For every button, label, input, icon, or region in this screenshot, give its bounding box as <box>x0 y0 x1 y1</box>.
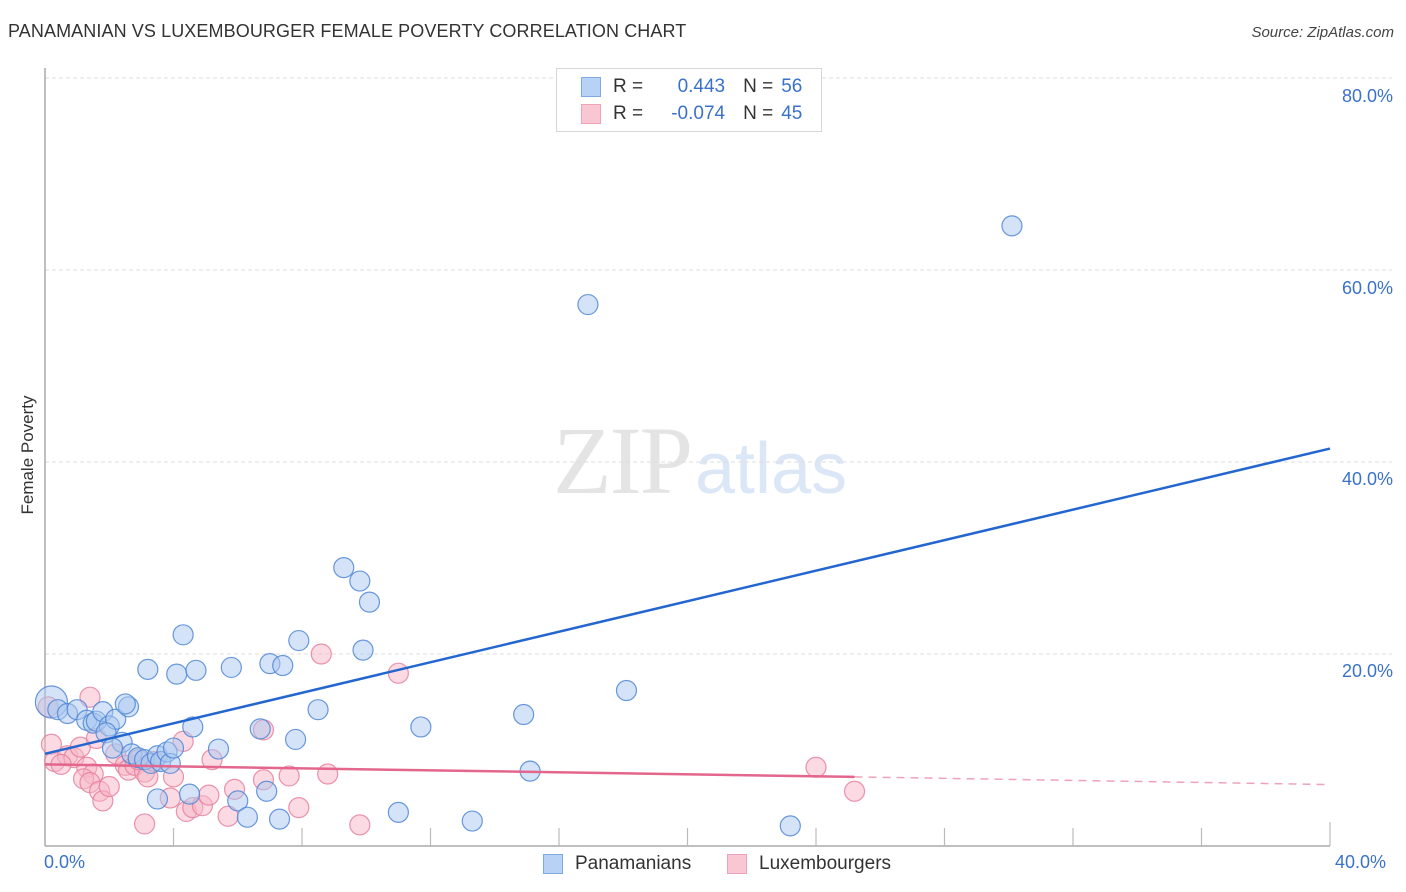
data-point[interactable] <box>268 808 291 830</box>
data-point[interactable] <box>288 796 310 819</box>
data-point[interactable] <box>1001 215 1023 237</box>
legend-label: Luxembourgers <box>759 853 892 874</box>
data-point[interactable] <box>236 806 258 828</box>
data-point[interactable] <box>410 716 432 738</box>
blue-swatch-icon <box>581 77 601 97</box>
data-point[interactable] <box>288 629 310 652</box>
data-point[interactable] <box>577 293 599 316</box>
data-point[interactable] <box>358 591 381 613</box>
data-point[interactable] <box>615 679 638 702</box>
legend-item-panamanians[interactable]: Panamanians <box>543 853 691 875</box>
source-credit: Source: ZipAtlas.com <box>1251 24 1394 41</box>
n-value: 56 <box>781 76 803 97</box>
data-point[interactable] <box>256 780 278 802</box>
legend-row-luxembourgers: R = -0.074 N = 45 <box>581 102 802 126</box>
legend-item-luxembourgers[interactable]: Luxembourgers <box>727 853 891 875</box>
luxembourgers-trend-line <box>44 763 855 779</box>
y-tick-40: 40.0% <box>1341 469 1393 489</box>
panamanians-trend-line <box>44 447 1331 756</box>
data-point[interactable] <box>349 814 371 836</box>
data-point[interactable] <box>166 663 188 685</box>
luxembourgers-trend-extension <box>854 776 1331 786</box>
n-label: N = <box>743 76 774 97</box>
data-point[interactable] <box>779 815 801 837</box>
data-point[interactable] <box>182 716 204 738</box>
data-point[interactable] <box>137 658 159 680</box>
y-tick-80: 80.0% <box>1341 86 1393 106</box>
n-value: 45 <box>781 103 803 124</box>
x-tick-0: 0.0% <box>44 852 86 872</box>
data-point[interactable] <box>198 784 220 806</box>
data-point[interactable] <box>220 656 242 679</box>
data-point[interactable] <box>387 662 409 684</box>
data-point[interactable] <box>333 556 355 579</box>
data-point[interactable] <box>805 756 827 778</box>
data-point[interactable] <box>284 728 307 751</box>
data-point[interactable] <box>207 738 230 760</box>
data-point[interactable] <box>317 763 339 785</box>
data-point[interactable] <box>162 737 185 759</box>
data-point[interactable] <box>249 718 271 740</box>
gridlines <box>45 77 1392 655</box>
data-point[interactable] <box>172 624 194 646</box>
r-label: R = <box>613 103 644 124</box>
pink-swatch-icon <box>581 104 601 124</box>
trend-lines <box>44 447 1331 786</box>
data-point[interactable] <box>272 654 294 677</box>
axes-lines <box>44 68 1331 847</box>
legend-row-panamanians: R = 0.443 N = 56 <box>581 75 802 99</box>
data-point[interactable] <box>98 775 120 798</box>
data-point[interactable] <box>387 801 409 824</box>
blue-swatch-icon <box>543 854 563 874</box>
r-value: -0.074 <box>671 103 726 124</box>
data-point[interactable] <box>307 699 329 721</box>
y-tick-60: 60.0% <box>1341 278 1393 298</box>
y-tick-20: 20.0% <box>1341 661 1393 681</box>
data-point[interactable] <box>352 639 374 661</box>
correlation-legend: R = 0.443 N = 56 R = -0.074 N = 45 <box>556 68 822 132</box>
data-point[interactable] <box>461 810 483 832</box>
x-tick-40: 40.0% <box>1335 852 1387 872</box>
data-point[interactable] <box>513 703 535 726</box>
pink-swatch-icon <box>727 854 747 874</box>
data-point[interactable] <box>101 737 124 759</box>
data-point[interactable] <box>185 659 207 681</box>
data-point[interactable] <box>114 693 136 715</box>
chart-title: PANAMANIAN VS LUXEMBOURGER FEMALE POVERT… <box>8 21 687 41</box>
data-point[interactable] <box>133 813 156 835</box>
legend-label: Panamanians <box>575 853 692 874</box>
r-value: 0.443 <box>677 76 726 97</box>
data-point[interactable] <box>79 686 101 708</box>
data-point[interactable] <box>349 570 371 592</box>
data-point[interactable] <box>227 790 249 812</box>
data-point[interactable] <box>843 780 866 802</box>
data-point[interactable] <box>310 643 332 665</box>
data-point[interactable] <box>146 788 169 810</box>
data-point[interactable] <box>278 765 300 787</box>
panamanians-points <box>34 215 1023 837</box>
r-label: R = <box>613 76 644 97</box>
data-point[interactable] <box>178 783 201 805</box>
n-label: N = <box>743 103 774 124</box>
